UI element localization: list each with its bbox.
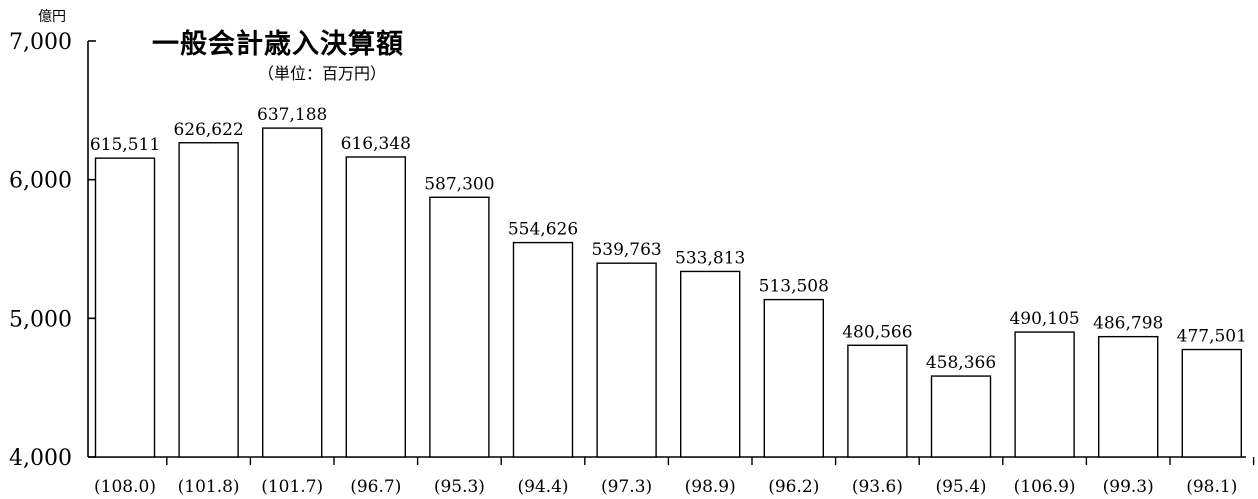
- x-tick-label: (108.0): [94, 477, 156, 497]
- bar: [680, 270, 741, 458]
- bar-value-label: 539,763: [591, 240, 661, 260]
- bar-value-label: 615,511: [90, 135, 160, 155]
- bar: [596, 262, 657, 458]
- x-tick-label: (106.9): [1014, 477, 1076, 497]
- y-tick-label: 4,000: [9, 446, 72, 471]
- x-tick-label: (96.7): [350, 477, 401, 497]
- bar-value-label: 626,622: [173, 120, 243, 140]
- bar: [512, 241, 574, 458]
- y-tick-label: 5,000: [9, 307, 72, 332]
- bar: [930, 375, 992, 458]
- x-tick-label: (101.7): [261, 477, 323, 497]
- x-tick-label: (96.2): [768, 477, 819, 497]
- x-tick-label: (101.8): [178, 477, 240, 497]
- x-tick-label: (94.4): [517, 477, 568, 497]
- bar-value-label: 513,508: [759, 277, 829, 297]
- bar-value-label: 616,348: [341, 134, 411, 154]
- x-tick-label: (98.9): [685, 477, 736, 497]
- bar: [178, 142, 239, 458]
- x-tick-label: (97.3): [601, 477, 652, 497]
- bar: [1181, 348, 1243, 458]
- x-tick-label: (98.1): [1186, 477, 1237, 497]
- bar-value-label: 486,798: [1093, 314, 1163, 334]
- y-axis-label: 億円: [38, 9, 66, 25]
- bar-value-label: 477,501: [1177, 327, 1247, 347]
- bar: [763, 298, 824, 458]
- x-tick-label: (95.3): [434, 477, 485, 497]
- bar: [429, 196, 490, 458]
- bar: [847, 344, 908, 458]
- y-tick-label: 6,000: [9, 169, 72, 194]
- x-tick-label: (93.6): [852, 477, 903, 497]
- chart-subtitle: （単位：百万円）: [258, 64, 387, 83]
- bar-value-label: 554,626: [508, 220, 578, 240]
- bar: [262, 127, 323, 458]
- x-tick-label: (95.4): [935, 477, 986, 497]
- bar: [94, 157, 156, 458]
- y-tick-label: 7,000: [9, 30, 72, 55]
- bar-value-label: 480,566: [842, 322, 912, 342]
- x-tick-label: (99.3): [1103, 477, 1154, 497]
- chart-title: 一般会計歳入決算額: [152, 29, 404, 60]
- bar-value-label: 587,300: [424, 174, 494, 194]
- bar: [1014, 331, 1075, 458]
- bar-value-label: 533,813: [675, 248, 745, 268]
- bar: [1097, 335, 1159, 458]
- bar-value-label: 458,366: [926, 353, 996, 373]
- bar-value-label: 637,188: [257, 105, 327, 125]
- bar: [345, 156, 406, 458]
- bar-value-label: 490,105: [1009, 309, 1079, 329]
